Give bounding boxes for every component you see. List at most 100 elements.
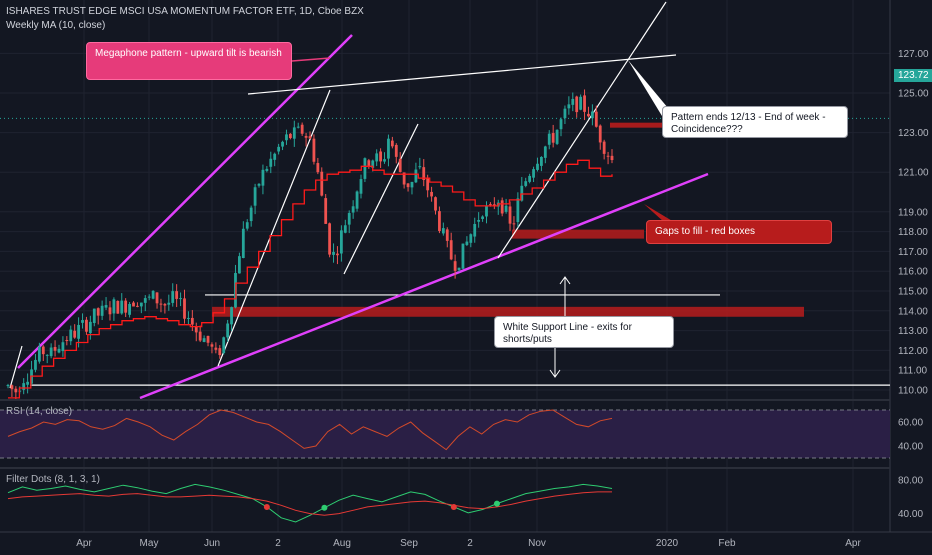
rsi-tick-label: 40.00 [898,442,923,453]
candle-body [155,292,159,304]
candle-body [375,153,379,162]
candle-body [394,144,398,157]
candle-body [339,230,343,254]
rsi-line [7,409,613,451]
candle-body [37,346,41,362]
candle-body [257,183,261,186]
candle-body [434,197,437,211]
y-tick-label: 116.00 [898,267,928,278]
candle-body [363,158,367,179]
candle-body [387,138,390,159]
candle-body [473,223,477,237]
megaphone-upper [17,34,353,369]
candle-body [163,304,167,306]
pattern-ends-callout[interactable]: Pattern ends 12/13 - End of week - Coinc… [662,106,848,138]
candle-body [485,206,488,217]
x-tick-label: Sep [400,538,418,549]
candle-body [445,229,449,241]
candle-body [175,291,179,299]
candle-body [422,167,426,180]
megaphone-callout[interactable]: Megaphone pattern - upward tilt is beari… [86,42,292,80]
candle-body [34,359,37,370]
channel-top [247,54,677,95]
candle-body [406,183,410,188]
candle-body [540,156,543,166]
candle-body [124,300,128,313]
candle-body [312,138,316,162]
x-tick-label: Nov [528,538,546,549]
candle-body [543,146,547,158]
candle-body [281,141,284,147]
candle-body [285,134,288,141]
candle-body [139,302,143,307]
candle-body [308,136,312,139]
candle-body [183,298,186,319]
candle-body [143,298,147,303]
candle-body [187,317,190,319]
support-arrow-head [549,369,561,378]
filter-label: Filter Dots (8, 1, 3, 1) [6,474,100,485]
candle-body [336,253,339,256]
candle-body [567,104,571,109]
wedge-line [217,89,331,367]
candle-body [371,160,375,168]
candle-body [206,335,210,343]
ma-label: Weekly MA (10, close) [6,20,106,31]
candle-body [112,299,116,314]
candle-body [85,319,88,332]
candle-body [96,308,100,316]
candle-body [426,178,430,191]
candle-body [88,321,92,334]
candle-body [296,126,300,128]
candle-body [41,346,45,355]
y-tick-label: 112.00 [898,346,928,357]
candle-body [116,300,120,314]
candle-body [520,185,524,201]
candle-body [492,204,496,207]
candle-body [104,305,108,308]
wedge-line [497,1,667,259]
candle-body [410,181,414,188]
candle-body [288,133,292,139]
candle-body [304,135,308,138]
candle-body [449,240,453,260]
candle-body [481,216,484,219]
megaphone-pointer [291,57,331,62]
candle-body [359,179,363,194]
support-arrow-head [559,276,571,285]
candle-body [53,347,57,351]
trend-lines [9,1,890,400]
candle-body [438,211,441,231]
candle-body [461,243,465,269]
candle-body [418,166,422,168]
candle-body [590,111,594,119]
candle-body [469,234,473,243]
candle-body [6,384,10,387]
candle-body [61,342,65,352]
gaps-pointer [644,204,674,222]
rsi-band [0,410,890,458]
y-tick-label: 119.00 [898,207,928,218]
candle-body [320,171,324,196]
candle-body [606,155,610,157]
rsi-tick-label: 60.00 [898,418,923,429]
candle-body [598,125,602,143]
x-tick-label: May [140,538,159,549]
candle-body [367,160,371,166]
candle-body [132,302,135,307]
candle-body [343,225,347,233]
candle-body [151,290,155,299]
candle-body [230,307,233,325]
candle-body [57,348,61,353]
filter-tick-label: 40.00 [898,509,923,520]
y-tick-label: 115.00 [898,287,928,298]
candle-body [402,172,406,185]
candle-body [77,324,80,339]
filter-dot [450,503,457,510]
candle-body [222,337,226,354]
support-callout[interactable]: White Support Line - exits for shorts/pu… [494,316,674,348]
gap-box-middle [512,229,644,239]
gaps-callout[interactable]: Gaps to fill - red boxes [646,220,832,244]
candle-body [245,222,249,229]
candle-body [324,198,328,224]
